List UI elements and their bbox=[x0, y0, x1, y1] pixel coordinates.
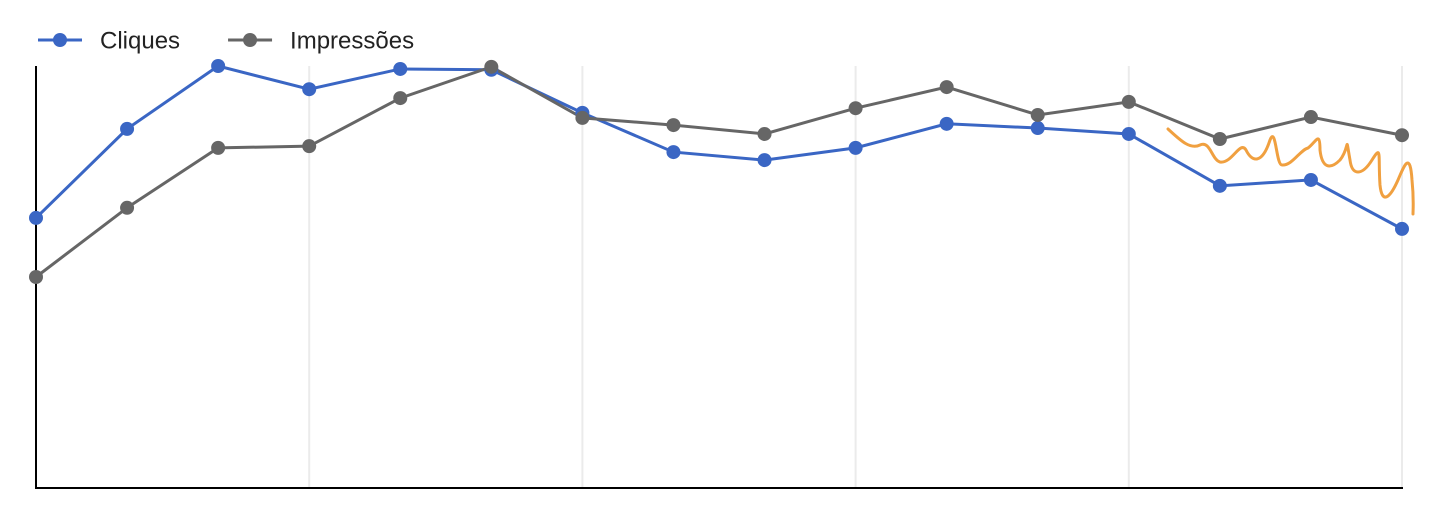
series-line bbox=[35, 65, 1403, 279]
data-point bbox=[1303, 172, 1318, 187]
data-point bbox=[666, 145, 681, 160]
data-point bbox=[848, 140, 863, 155]
legend-label: Cliques bbox=[100, 27, 180, 54]
data-point bbox=[757, 126, 772, 141]
data-point bbox=[211, 59, 226, 73]
data-point bbox=[848, 101, 863, 116]
data-point bbox=[1030, 107, 1045, 122]
data-point bbox=[1121, 126, 1136, 141]
series-line bbox=[34, 64, 1403, 231]
data-point bbox=[1212, 132, 1227, 147]
data-point bbox=[29, 210, 43, 225]
legend-marker bbox=[243, 33, 258, 47]
data-point bbox=[120, 121, 135, 136]
data-point bbox=[484, 59, 499, 74]
legend-label: Impressões bbox=[290, 27, 414, 54]
data-point bbox=[29, 270, 43, 284]
legend-marker bbox=[53, 33, 67, 47]
data-point bbox=[666, 118, 681, 133]
data-point bbox=[1030, 121, 1045, 136]
data-point bbox=[1395, 128, 1409, 143]
data-point bbox=[939, 80, 954, 95]
data-point bbox=[393, 61, 408, 76]
data-point bbox=[120, 200, 135, 215]
data-point bbox=[211, 140, 226, 155]
data-point bbox=[757, 153, 772, 168]
data-point bbox=[393, 91, 408, 106]
data-point bbox=[1395, 221, 1409, 236]
data-point bbox=[1303, 110, 1318, 125]
annotation-scribble bbox=[1166, 127, 1415, 216]
data-point bbox=[939, 116, 954, 131]
data-point bbox=[575, 110, 590, 125]
grid bbox=[308, 66, 1403, 488]
data-point bbox=[302, 139, 317, 154]
data-point bbox=[302, 82, 317, 97]
data-point bbox=[1212, 178, 1227, 193]
data-point bbox=[1121, 94, 1136, 109]
